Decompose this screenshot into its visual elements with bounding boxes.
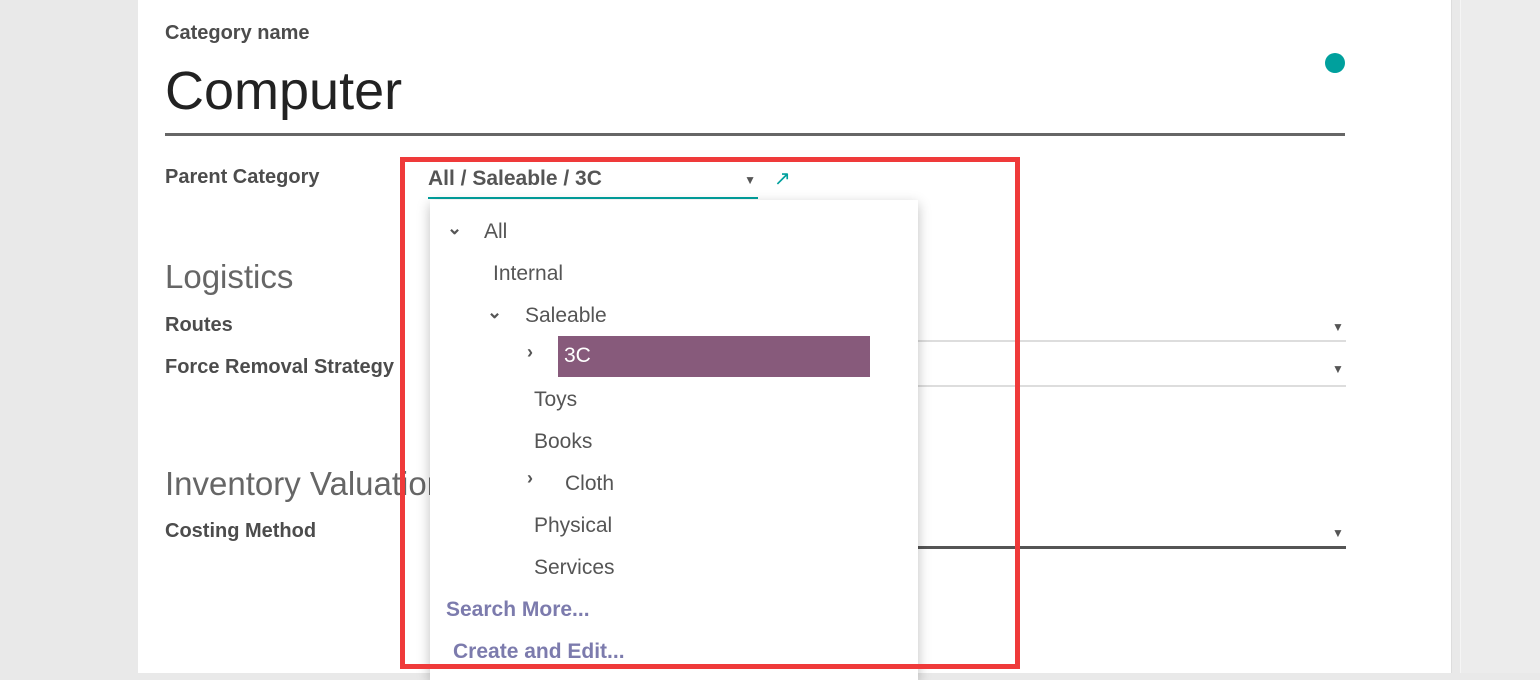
removal-strategy-input[interactable] [918,385,1346,387]
routes-label: Routes [165,314,233,336]
removal-strategy-label: Force Removal Strategy [165,356,394,378]
chevron-right-icon[interactable]: › [527,342,533,362]
routes-input[interactable] [918,340,1346,342]
search-more-link[interactable]: Search More... [446,598,590,621]
option-all[interactable]: All [484,220,508,243]
option-3c-selected[interactable]: 3C [558,336,870,377]
option-internal[interactable]: Internal [493,262,564,285]
caret-down-icon[interactable]: ▼ [1332,362,1344,376]
costing-method-input[interactable] [918,546,1346,549]
caret-down-icon[interactable]: ▼ [1332,526,1344,540]
caret-down-icon[interactable]: ▼ [744,173,756,187]
option-physical[interactable]: Physical [534,514,613,537]
external-link-icon[interactable]: ↗ [774,168,791,190]
caret-down-icon[interactable]: ▼ [1332,320,1344,334]
chevron-right-icon[interactable]: › [527,468,533,488]
category-name-input[interactable]: Computer [165,60,1345,136]
parent-category-dropdown: ⌄ All Internal ⌄ Saleable › 3C Toys Book… [430,200,918,680]
parent-category-value: All / Saleable / 3C [428,167,602,190]
costing-method-label: Costing Method [165,520,317,542]
right-panel [1460,0,1540,673]
globe-icon[interactable] [1325,53,1345,73]
option-saleable[interactable]: Saleable [525,304,607,327]
option-books[interactable]: Books [534,430,593,453]
valuation-heading: Inventory Valuation [165,465,430,502]
option-cloth[interactable]: Cloth [565,472,615,495]
option-services[interactable]: Services [534,556,615,579]
create-and-edit-link[interactable]: Create and Edit... [453,640,625,663]
option-toys[interactable]: Toys [534,388,578,411]
chevron-down-icon[interactable]: ⌄ [447,218,463,238]
parent-category-input[interactable]: All / Saleable / 3C ▼ [428,167,758,199]
chevron-down-icon[interactable]: ⌄ [487,302,503,322]
highlight-annotation-box [400,157,1020,669]
category-name-label: Category name [165,22,310,44]
parent-category-label: Parent Category [165,166,320,188]
logistics-heading: Logistics [165,258,294,295]
